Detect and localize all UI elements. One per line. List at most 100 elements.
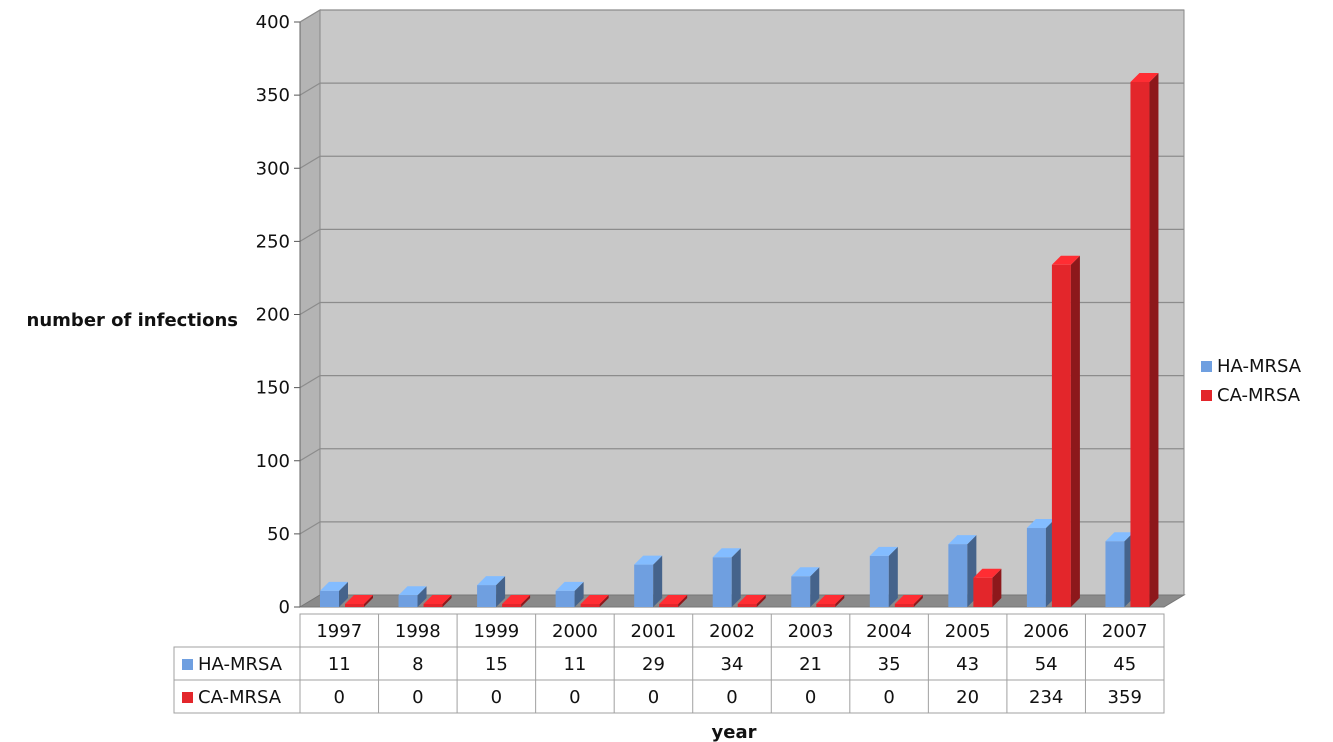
bar-side (339, 581, 348, 607)
data-label: 0 (648, 687, 659, 708)
data-label: 15 (485, 654, 508, 675)
bar-ha-mrsa-1998 (398, 586, 427, 607)
bar-ca-mrsa-2006 (1051, 255, 1080, 607)
bar-side (835, 595, 845, 607)
bar-side (678, 595, 688, 607)
y-tick-label: 300 (256, 158, 290, 179)
data-table: 1997 1998 1999 2000 2001 2002 2003 2004 2005 2006… (173, 613, 1165, 714)
bar-side (810, 567, 820, 607)
x-tick-label: 1997 (316, 621, 362, 642)
legend-swatch (1201, 390, 1212, 401)
bar-ha-mrsa-1999 (477, 576, 506, 607)
bar-ha-mrsa-2004 (869, 546, 898, 607)
bar-top (1026, 519, 1055, 529)
y-tick-label: 400 (256, 12, 290, 33)
plot-area (298, 9, 1186, 608)
bar-front (634, 564, 654, 607)
bar-top (555, 581, 584, 591)
legend-entry: CA-MRSA (1217, 385, 1301, 406)
table-legend-swatch (182, 692, 193, 703)
data-label: 0 (491, 687, 502, 708)
bar-ca-mrsa-2000 (580, 595, 609, 607)
bar-top (580, 595, 609, 604)
bar-side (1070, 255, 1080, 607)
bar-top (398, 586, 427, 596)
bar-ha-mrsa-2000 (555, 581, 584, 607)
x-tick-label: 2007 (1102, 621, 1148, 642)
bar-top (477, 576, 506, 586)
bar-front (1051, 264, 1071, 607)
bar-ca-mrsa-1997 (345, 595, 373, 607)
y-tick-label: 150 (256, 378, 290, 399)
bar-ca-mrsa-2001 (659, 595, 688, 607)
x-tick-label: 2000 (552, 621, 598, 642)
gridline-depth (299, 375, 321, 389)
data-label: 0 (569, 687, 580, 708)
bar-front (948, 544, 968, 607)
bar-front (659, 604, 679, 607)
bar-ca-mrsa-2004 (894, 595, 923, 607)
bar-ha-mrsa-2007 (1105, 532, 1134, 607)
table-row (173, 679, 1165, 714)
bar-ha-mrsa-2006 (1026, 519, 1055, 607)
bar-side (756, 595, 766, 607)
bar-side (599, 595, 609, 607)
x-tick-label: 1999 (473, 621, 519, 642)
bar-top (869, 546, 898, 556)
bar-ca-mrsa-1999 (502, 595, 531, 607)
x-tick-label: 2005 (945, 621, 991, 642)
x-tick-label: 1998 (395, 621, 441, 642)
y-axis-title: number of infections (27, 310, 238, 331)
data-label: 11 (563, 654, 586, 675)
bar-side (521, 595, 531, 607)
bar-top (1130, 72, 1159, 82)
bar-side (888, 546, 898, 607)
bar-front (398, 595, 418, 607)
data-label: 21 (799, 654, 822, 675)
data-label: 11 (328, 654, 351, 675)
bar-top (634, 555, 663, 565)
data-label: 20 (956, 687, 979, 708)
legend: HA-MRSA CA-MRSA (1201, 356, 1302, 406)
data-label: 35 (878, 654, 901, 675)
bar-front (973, 577, 993, 607)
gridline-depth (299, 521, 321, 535)
data-label: 0 (334, 687, 345, 708)
gridlines (299, 9, 1184, 535)
x-axis-title: year (712, 722, 757, 742)
bar-side (496, 576, 506, 607)
bar-ca-mrsa-2003 (816, 595, 845, 607)
bar-top (502, 595, 531, 604)
bar-top (948, 535, 977, 545)
x-tick-label: 2002 (709, 621, 755, 642)
bar-front (345, 604, 364, 607)
bar-top (423, 595, 452, 604)
data-label: 0 (883, 687, 894, 708)
bar-top (894, 595, 923, 604)
bar-side (364, 595, 373, 607)
bar-front (712, 557, 732, 607)
gridline-depth (299, 82, 321, 96)
bar-side (992, 568, 1002, 607)
bar-ha-mrsa-2002 (712, 548, 741, 607)
y-tick-label: 350 (256, 85, 290, 106)
bar-front (477, 585, 497, 607)
bar-top (816, 595, 845, 604)
data-label: 234 (1029, 687, 1063, 708)
gridline-depth (299, 155, 321, 169)
data-label: 29 (642, 654, 665, 675)
bar-side (574, 581, 584, 607)
legend-swatch (1201, 361, 1212, 372)
bar-ca-mrsa-2005 (973, 568, 1002, 607)
y-tick-label: 50 (267, 524, 290, 545)
x-tick-label: 2006 (1023, 621, 1069, 642)
bar-front (791, 576, 811, 607)
bar-ca-mrsa-2007 (1130, 72, 1159, 607)
bar-front (502, 604, 522, 607)
bar-top (1051, 255, 1080, 265)
bar-front (555, 590, 575, 607)
data-label: 0 (805, 687, 816, 708)
bar-front (423, 604, 443, 607)
data-label: 54 (1035, 654, 1058, 675)
bar-side (653, 555, 663, 607)
